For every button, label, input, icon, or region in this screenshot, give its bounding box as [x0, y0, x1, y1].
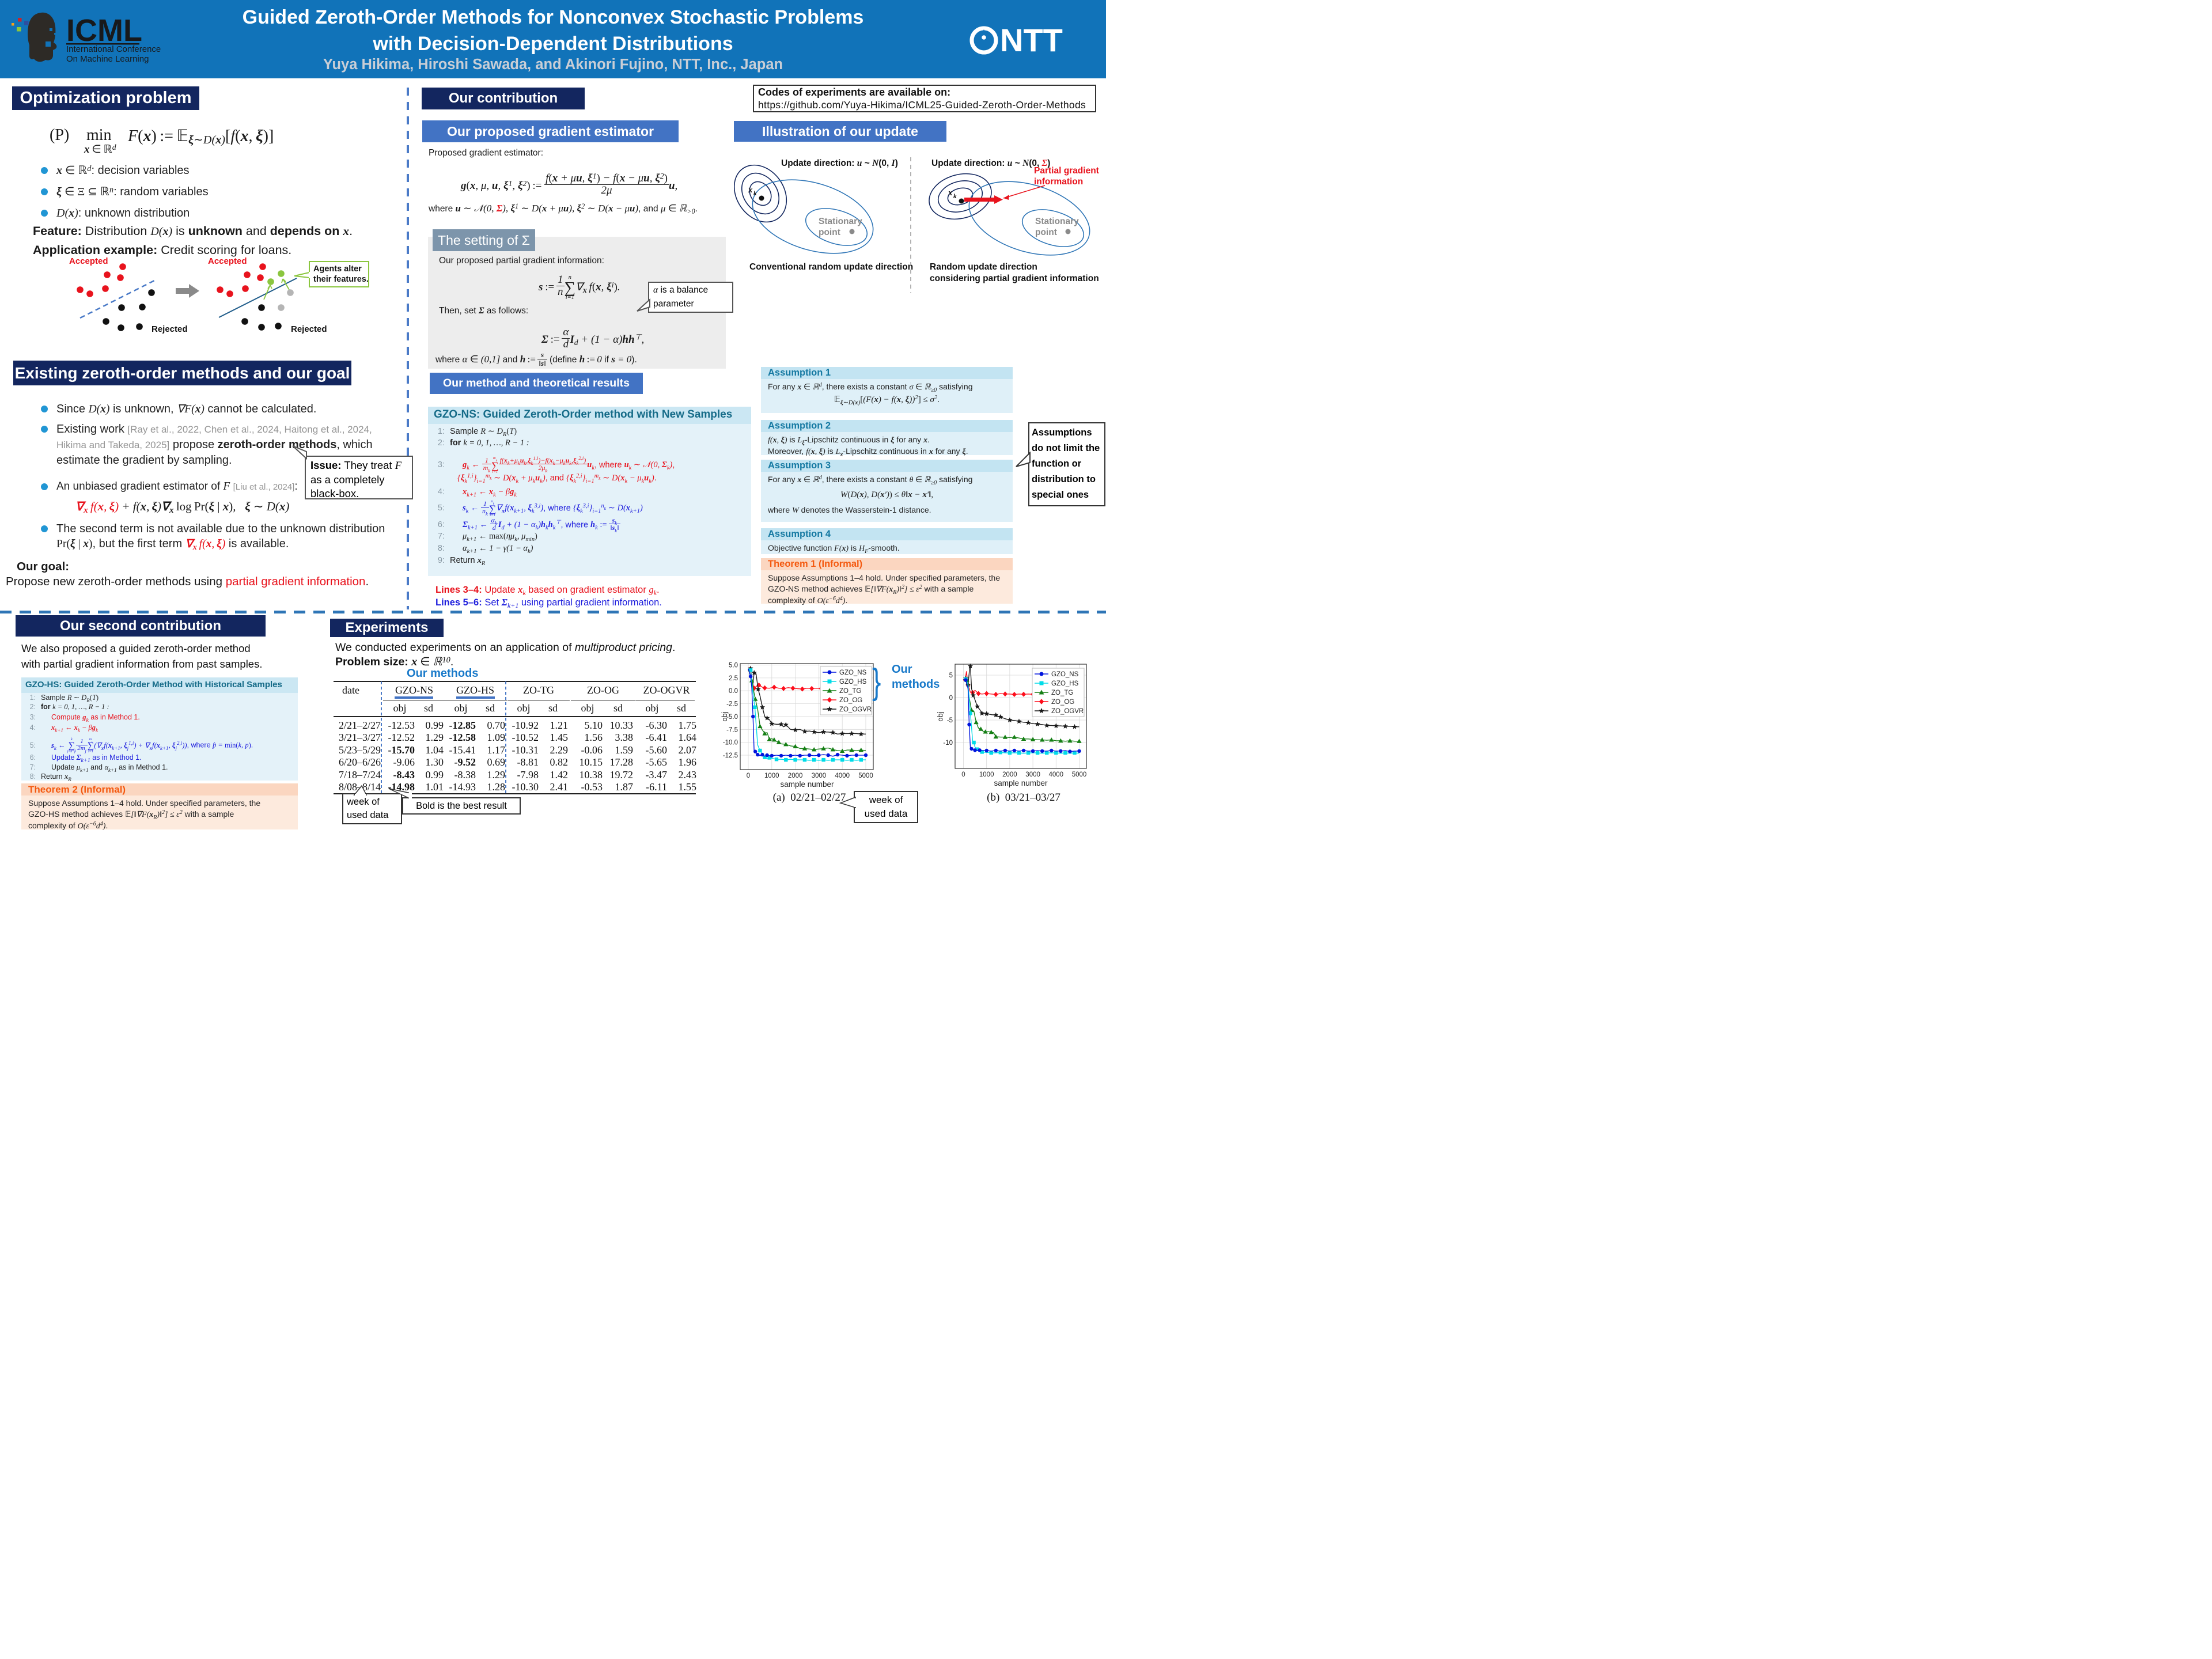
svg-text:ZO_OG: ZO_OG — [1051, 699, 1074, 706]
svg-text:ZO_OGVR: ZO_OGVR — [1051, 708, 1084, 715]
svg-text:Stationary: Stationary — [1035, 217, 1079, 226]
svg-text:0: 0 — [747, 772, 750, 779]
svg-text:considering partial gradient i: considering partial gradient information — [930, 274, 1099, 283]
svg-text:Accepted: Accepted — [208, 256, 247, 266]
svg-text:-7.5: -7.5 — [726, 726, 738, 733]
svg-text:sample number: sample number — [780, 780, 834, 789]
svg-text:3000: 3000 — [1025, 771, 1040, 778]
svg-text:0: 0 — [949, 695, 953, 702]
svg-text:GZO_HS: GZO_HS — [1051, 680, 1079, 687]
svg-text:Conventional random update dir: Conventional random update direction — [749, 262, 913, 272]
svg-text:ZO_TG: ZO_TG — [839, 688, 861, 695]
svg-text:-12.5: -12.5 — [723, 752, 738, 759]
svg-text:point: point — [819, 228, 840, 237]
svg-text:Random update direction: Random update direction — [930, 262, 1037, 272]
svg-text:their features.: their features. — [313, 275, 369, 284]
svg-text:-10.0: -10.0 — [723, 740, 738, 747]
svg-text:5000: 5000 — [1072, 771, 1087, 778]
svg-text:Update direction: u ~ N(0, Σ): Update direction: u ~ N(0, Σ) — [931, 158, 1050, 168]
svg-text:sample number: sample number — [994, 779, 1048, 787]
svg-text:-5: -5 — [947, 717, 953, 724]
svg-text:GZO_HS: GZO_HS — [839, 679, 867, 685]
svg-text:5.0: 5.0 — [729, 662, 738, 669]
svg-text:Update direction: u ~ N(0, I): Update direction: u ~ N(0, I) — [781, 158, 898, 168]
svg-text:Rejected: Rejected — [151, 324, 188, 334]
svg-text:NTT: NTT — [1000, 24, 1063, 56]
svg-text:k: k — [953, 193, 957, 200]
svg-text:k: k — [753, 190, 757, 197]
svg-text:point: point — [1035, 228, 1057, 237]
svg-text:On Machine Learning: On Machine Learning — [66, 54, 149, 64]
svg-text:GZO_NS: GZO_NS — [839, 669, 867, 676]
svg-text:-5.0: -5.0 — [726, 714, 738, 721]
svg-text:0: 0 — [961, 771, 965, 778]
svg-text:GZO_NS: GZO_NS — [1051, 671, 1079, 678]
svg-text:2000: 2000 — [1002, 771, 1017, 778]
svg-text:4000: 4000 — [835, 772, 850, 779]
svg-text:information: information — [1034, 177, 1083, 187]
svg-text:Rejected: Rejected — [291, 324, 327, 334]
svg-text:5: 5 — [949, 672, 953, 679]
svg-text:4000: 4000 — [1049, 771, 1064, 778]
svg-text:x: x — [948, 188, 953, 198]
svg-text:International Conference: International Conference — [66, 44, 161, 54]
svg-text:ICML: ICML — [66, 13, 142, 48]
svg-text:3000: 3000 — [812, 772, 827, 779]
svg-text:Stationary: Stationary — [819, 217, 862, 226]
svg-text:2000: 2000 — [788, 772, 803, 779]
svg-text:1000: 1000 — [979, 771, 994, 778]
svg-text:obj: obj — [720, 711, 729, 721]
svg-text:0.0: 0.0 — [729, 688, 738, 695]
svg-text:(a) 02/21–02/27: (a) 02/21–02/27 — [773, 791, 846, 804]
svg-text:ZO_TG: ZO_TG — [1051, 690, 1073, 696]
svg-text:obj: obj — [936, 711, 945, 721]
svg-text:Partial gradient: Partial gradient — [1034, 166, 1099, 176]
svg-text:x: x — [748, 185, 753, 195]
svg-text:ZO_OGVR: ZO_OGVR — [839, 706, 872, 713]
svg-text:5000: 5000 — [858, 772, 873, 779]
svg-text:2.5: 2.5 — [729, 675, 738, 682]
svg-text:-10: -10 — [943, 740, 953, 747]
svg-text:Accepted: Accepted — [69, 256, 108, 266]
svg-text:-2.5: -2.5 — [726, 701, 738, 708]
svg-text:ZO_OG: ZO_OG — [839, 697, 862, 704]
svg-text:1000: 1000 — [764, 772, 779, 779]
svg-text:Agents alter: Agents alter — [313, 264, 362, 274]
svg-text:(b) 03/21–03/27: (b) 03/21–03/27 — [987, 791, 1060, 804]
